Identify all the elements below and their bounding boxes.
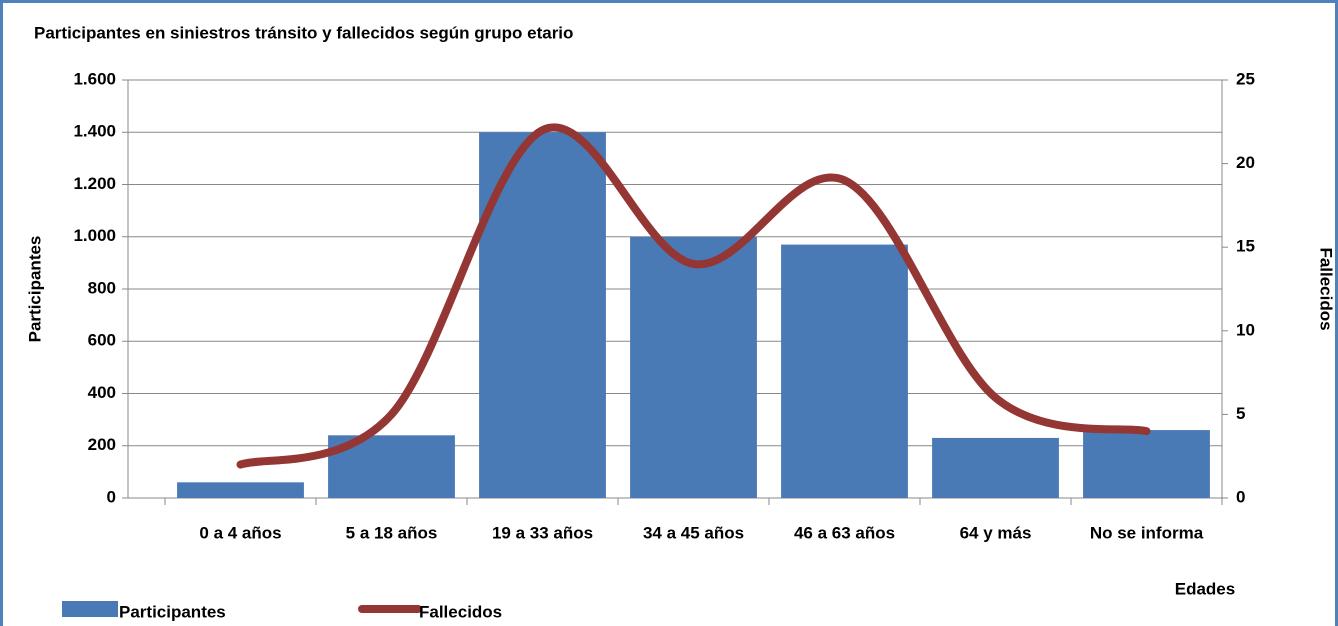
legend-label: Fallecidos <box>419 602 502 621</box>
y2-axis-label: Fallecidos <box>1317 247 1336 330</box>
y-tick-label: 400 <box>88 383 116 402</box>
y2-tick-label: 10 <box>1236 320 1255 339</box>
x-tick-label: 0 a 4 años <box>199 523 281 542</box>
y2-tick-label: 0 <box>1236 487 1245 506</box>
y2-tick-label: 5 <box>1236 404 1245 423</box>
y-tick-label: 800 <box>88 278 116 297</box>
bar <box>630 236 757 498</box>
y2-tick-label: 20 <box>1236 153 1255 172</box>
chart-title: Participantes en siniestros tránsito y f… <box>34 23 573 42</box>
legend-label: Participantes <box>119 602 226 621</box>
y2-tick-label: 25 <box>1236 69 1255 88</box>
x-tick-label: 5 a 18 años <box>346 523 438 542</box>
bar <box>1083 430 1210 498</box>
x-axis-label: Edades <box>1175 579 1235 598</box>
x-tick-label: No se informa <box>1090 523 1204 542</box>
x-tick-label: 34 a 45 años <box>643 523 744 542</box>
x-tick-label: 64 y más <box>960 523 1032 542</box>
y-axis-label: Participantes <box>25 236 44 343</box>
x-tick-label: 46 a 63 años <box>794 523 895 542</box>
line <box>236 123 1151 469</box>
y-tick-label: 600 <box>88 331 116 350</box>
x-tick-label: 19 a 33 años <box>492 523 593 542</box>
y-tick-label: 1.000 <box>73 226 116 245</box>
y-tick-label: 1.600 <box>73 69 116 88</box>
y2-tick-label: 15 <box>1236 237 1255 256</box>
y-tick-label: 200 <box>88 435 116 454</box>
y-tick-label: 1.400 <box>73 122 116 141</box>
legend-swatch <box>62 601 118 617</box>
bar <box>932 437 1059 498</box>
bar <box>177 482 304 498</box>
y-tick-label: 0 <box>107 487 116 506</box>
bar <box>781 244 908 498</box>
y-tick-label: 1.200 <box>73 174 116 193</box>
